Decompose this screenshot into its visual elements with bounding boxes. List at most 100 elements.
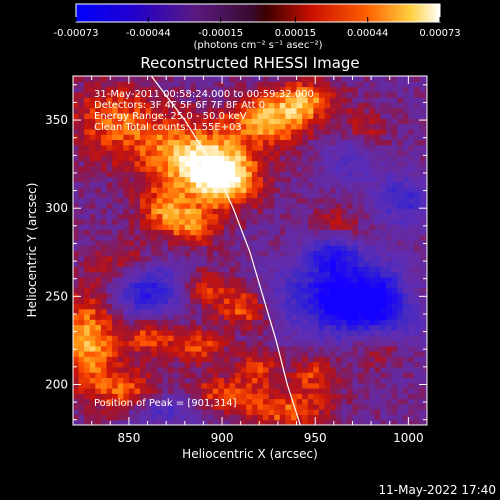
- heatmap-cell: [419, 107, 426, 114]
- heatmap-cell: [179, 292, 186, 299]
- heatmap-cell: [229, 192, 236, 199]
- heatmap-cell: [112, 76, 119, 82]
- heatmap-cell: [386, 150, 393, 156]
- heatmap-cell: [335, 150, 342, 156]
- heatmap-cell: [117, 150, 124, 156]
- heatmap-cell: [369, 155, 376, 162]
- heatmap-cell: [391, 91, 398, 98]
- heatmap-cell: [279, 335, 286, 341]
- heatmap-cell: [335, 356, 342, 363]
- heatmap-cell: [100, 271, 108, 278]
- heatmap-cell: [223, 292, 231, 299]
- heatmap-cell: [402, 229, 409, 236]
- heatmap-cell: [201, 113, 208, 119]
- heatmap-cell: [156, 409, 164, 416]
- heatmap-cell: [201, 187, 208, 193]
- heatmap-cell: [268, 350, 275, 357]
- heatmap-cell: [397, 361, 404, 368]
- heatmap-cell: [279, 313, 286, 320]
- heatmap-cell: [307, 324, 314, 331]
- heatmap-cell: [84, 197, 91, 204]
- heatmap-cell: [212, 176, 219, 183]
- heatmap-cell: [413, 393, 421, 400]
- heatmap-cell: [246, 298, 253, 304]
- heatmap-cell: [84, 255, 91, 262]
- heatmap-cell: [341, 192, 348, 199]
- heatmap-cell: [307, 218, 314, 225]
- heatmap-cell: [380, 81, 387, 88]
- heatmap-cell: [397, 160, 404, 167]
- heatmap-cell: [173, 377, 180, 384]
- heatmap-cell: [78, 324, 85, 331]
- heatmap-cell: [419, 276, 426, 283]
- heatmap-cell: [212, 187, 219, 193]
- heatmap-cell: [162, 202, 169, 209]
- heatmap-cell: [73, 202, 80, 209]
- heatmap-cell: [324, 409, 331, 416]
- heatmap-cell: [95, 229, 102, 236]
- heatmap-cell: [246, 91, 253, 98]
- heatmap-cell: [95, 387, 102, 394]
- heatmap-cell: [263, 350, 270, 357]
- heatmap-cell: [358, 176, 365, 183]
- heatmap-cell: [128, 345, 136, 352]
- heatmap-cell: [386, 134, 393, 141]
- heatmap-cell: [84, 229, 91, 236]
- heatmap-cell: [358, 128, 365, 135]
- heatmap-cell: [246, 261, 253, 267]
- heatmap-cell: [335, 160, 342, 167]
- heatmap-cell: [246, 282, 253, 289]
- heatmap-cell: [134, 224, 141, 230]
- heatmap-cell: [268, 276, 275, 283]
- heatmap-cell: [235, 393, 242, 400]
- heatmap-cell: [408, 335, 415, 341]
- chart-title: Reconstructed RHESSI Image: [140, 54, 359, 72]
- heatmap-cell: [179, 398, 186, 405]
- heatmap-cell: [151, 255, 158, 262]
- heatmap-cell: [402, 282, 409, 289]
- heatmap-cell: [123, 81, 130, 88]
- heatmap-cell: [402, 155, 409, 162]
- heatmap-cell: [207, 409, 214, 416]
- heatmap-cell: [78, 155, 85, 162]
- heatmap-cell: [397, 419, 404, 425]
- heatmap-cell: [302, 255, 309, 262]
- heatmap-cell: [123, 266, 130, 273]
- heatmap-cell: [240, 107, 247, 114]
- heatmap-cell: [330, 123, 337, 130]
- heatmap-cell: [346, 377, 354, 384]
- heatmap-cell: [106, 81, 113, 88]
- heatmap-cell: [229, 419, 236, 425]
- heatmap-cell: [352, 329, 359, 336]
- heatmap-cell: [313, 403, 320, 410]
- heatmap-cell: [419, 118, 426, 125]
- heatmap-cell: [235, 187, 242, 193]
- heatmap-cell: [140, 292, 147, 299]
- heatmap-cell: [168, 292, 175, 299]
- heatmap-cell: [302, 409, 309, 416]
- heatmap-cell: [235, 107, 242, 114]
- heatmap-cell: [285, 271, 292, 278]
- heatmap-cell: [89, 366, 96, 373]
- heatmap-cell: [128, 224, 136, 230]
- heatmap-cell: [313, 118, 320, 125]
- heatmap-cell: [106, 192, 113, 199]
- heatmap-cell: [279, 271, 286, 278]
- heatmap-cell: [173, 398, 180, 405]
- heatmap-cell: [218, 165, 225, 172]
- heatmap-cell: [341, 134, 348, 141]
- heatmap-cell: [318, 192, 326, 199]
- heatmap-cell: [78, 292, 85, 299]
- heatmap-cell: [369, 276, 376, 283]
- heatmap-cell: [207, 224, 214, 230]
- heatmap-cell: [413, 102, 421, 109]
- heatmap-cell: [251, 403, 259, 410]
- heatmap-cell: [369, 171, 376, 178]
- heatmap-cell: [100, 91, 108, 98]
- heatmap-cell: [134, 361, 141, 368]
- heatmap-cell: [335, 340, 342, 347]
- heatmap-cell: [140, 155, 147, 162]
- heatmap-cell: [257, 97, 264, 104]
- heatmap-cell: [341, 340, 348, 347]
- heatmap-cell: [251, 171, 259, 178]
